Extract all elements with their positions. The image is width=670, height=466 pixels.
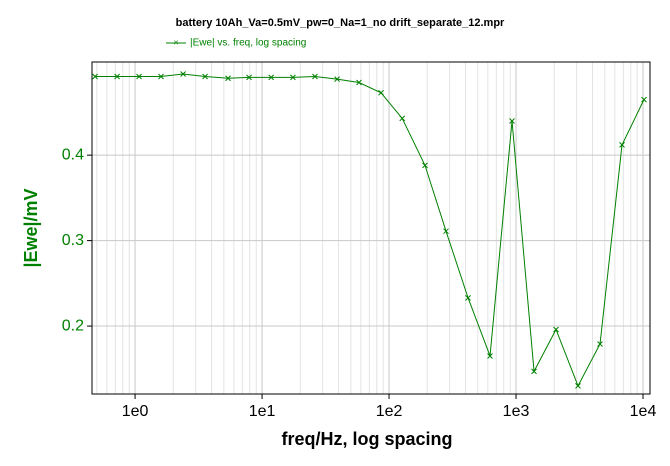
x-tick-label: 1e1 [249,403,276,420]
data-point [575,383,581,389]
data-point [114,73,120,80]
data-point [553,326,559,333]
data-point [334,76,340,82]
data-point [378,89,384,96]
data-point [92,73,98,80]
y-tick-label: 0.4 [62,146,84,163]
x-tick-label: 1e2 [376,403,403,420]
legend-label: |Ewe| vs. freq, log spacing [190,38,306,49]
data-point [641,96,647,103]
data-point [180,71,186,77]
legend-marker: × [173,37,178,47]
data-point [158,73,164,80]
y-axis-label: |Ewe|/mV [21,188,41,267]
plot-area [92,62,650,394]
y-tick-label: 0.2 [62,317,84,334]
data-point [312,73,318,80]
x-tick-label: 1e3 [503,403,530,420]
data-point [509,118,515,124]
x-tick-label: 1e0 [122,403,149,420]
plot-frame [91,61,651,395]
data-point [356,79,362,86]
data-point [268,74,275,81]
data-point [399,115,406,122]
data-point [465,295,471,301]
data-point [290,74,296,81]
y-tick-label: 0.3 [62,232,84,249]
data-point [443,228,449,235]
data-point [225,75,231,82]
data-line [95,73,645,388]
x-axis-label: freq/Hz, log spacing [281,429,452,449]
data-point [597,341,603,347]
data-point [531,368,537,375]
data-point [136,73,142,80]
x-tick-label: 1e4 [630,403,657,420]
data-point [246,74,252,81]
chart-title: battery 10Ah_Va=0.5mV_pw=0_Na=1_no drift… [176,17,505,29]
data-point [422,162,428,169]
data-point [619,142,625,148]
data-point [487,353,493,359]
data-point [202,73,208,80]
